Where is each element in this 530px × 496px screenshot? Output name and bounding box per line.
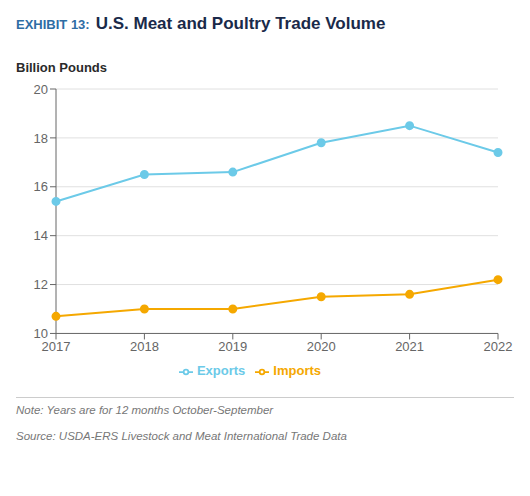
html-text:EXHIBIT 13: U.S. Meat and Poul: EXHIBIT 13: U.S. Meat and Poultry Trade … — [16, 14, 386, 33]
html-text:Billion Pounds: Billion Pounds — [16, 60, 107, 75]
svg-text:12: 12 — [34, 277, 48, 292]
html-text:Imports: Imports — [273, 363, 321, 379]
html-text:Source: USDA-ERS Livestock and: Source: USDA-ERS Livestock and Meat Inte… — [16, 430, 347, 442]
html-text:Exports: Exports — [197, 363, 246, 379]
html-text:Note: Years are for 12 months: Note: Years are for 12 months October-Se… — [16, 404, 274, 416]
svg-text:14: 14 — [34, 228, 48, 243]
svg-text:2022: 2022 — [484, 339, 513, 354]
svg-text:10: 10 — [34, 326, 48, 341]
svg-text:2018: 2018 — [130, 339, 159, 354]
svg-text:16: 16 — [34, 179, 48, 194]
svg-text:2021: 2021 — [395, 339, 424, 354]
svg-text:20: 20 — [34, 82, 48, 97]
svg-text:18: 18 — [34, 131, 48, 146]
svg-text:2019: 2019 — [218, 339, 247, 354]
svg-text:2017: 2017 — [41, 338, 71, 354]
svg-text:2020: 2020 — [307, 339, 336, 354]
